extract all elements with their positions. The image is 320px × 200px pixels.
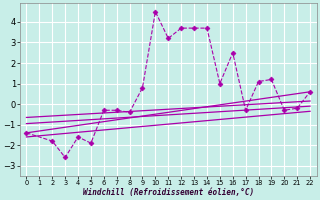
- X-axis label: Windchill (Refroidissement éolien,°C): Windchill (Refroidissement éolien,°C): [83, 188, 254, 197]
